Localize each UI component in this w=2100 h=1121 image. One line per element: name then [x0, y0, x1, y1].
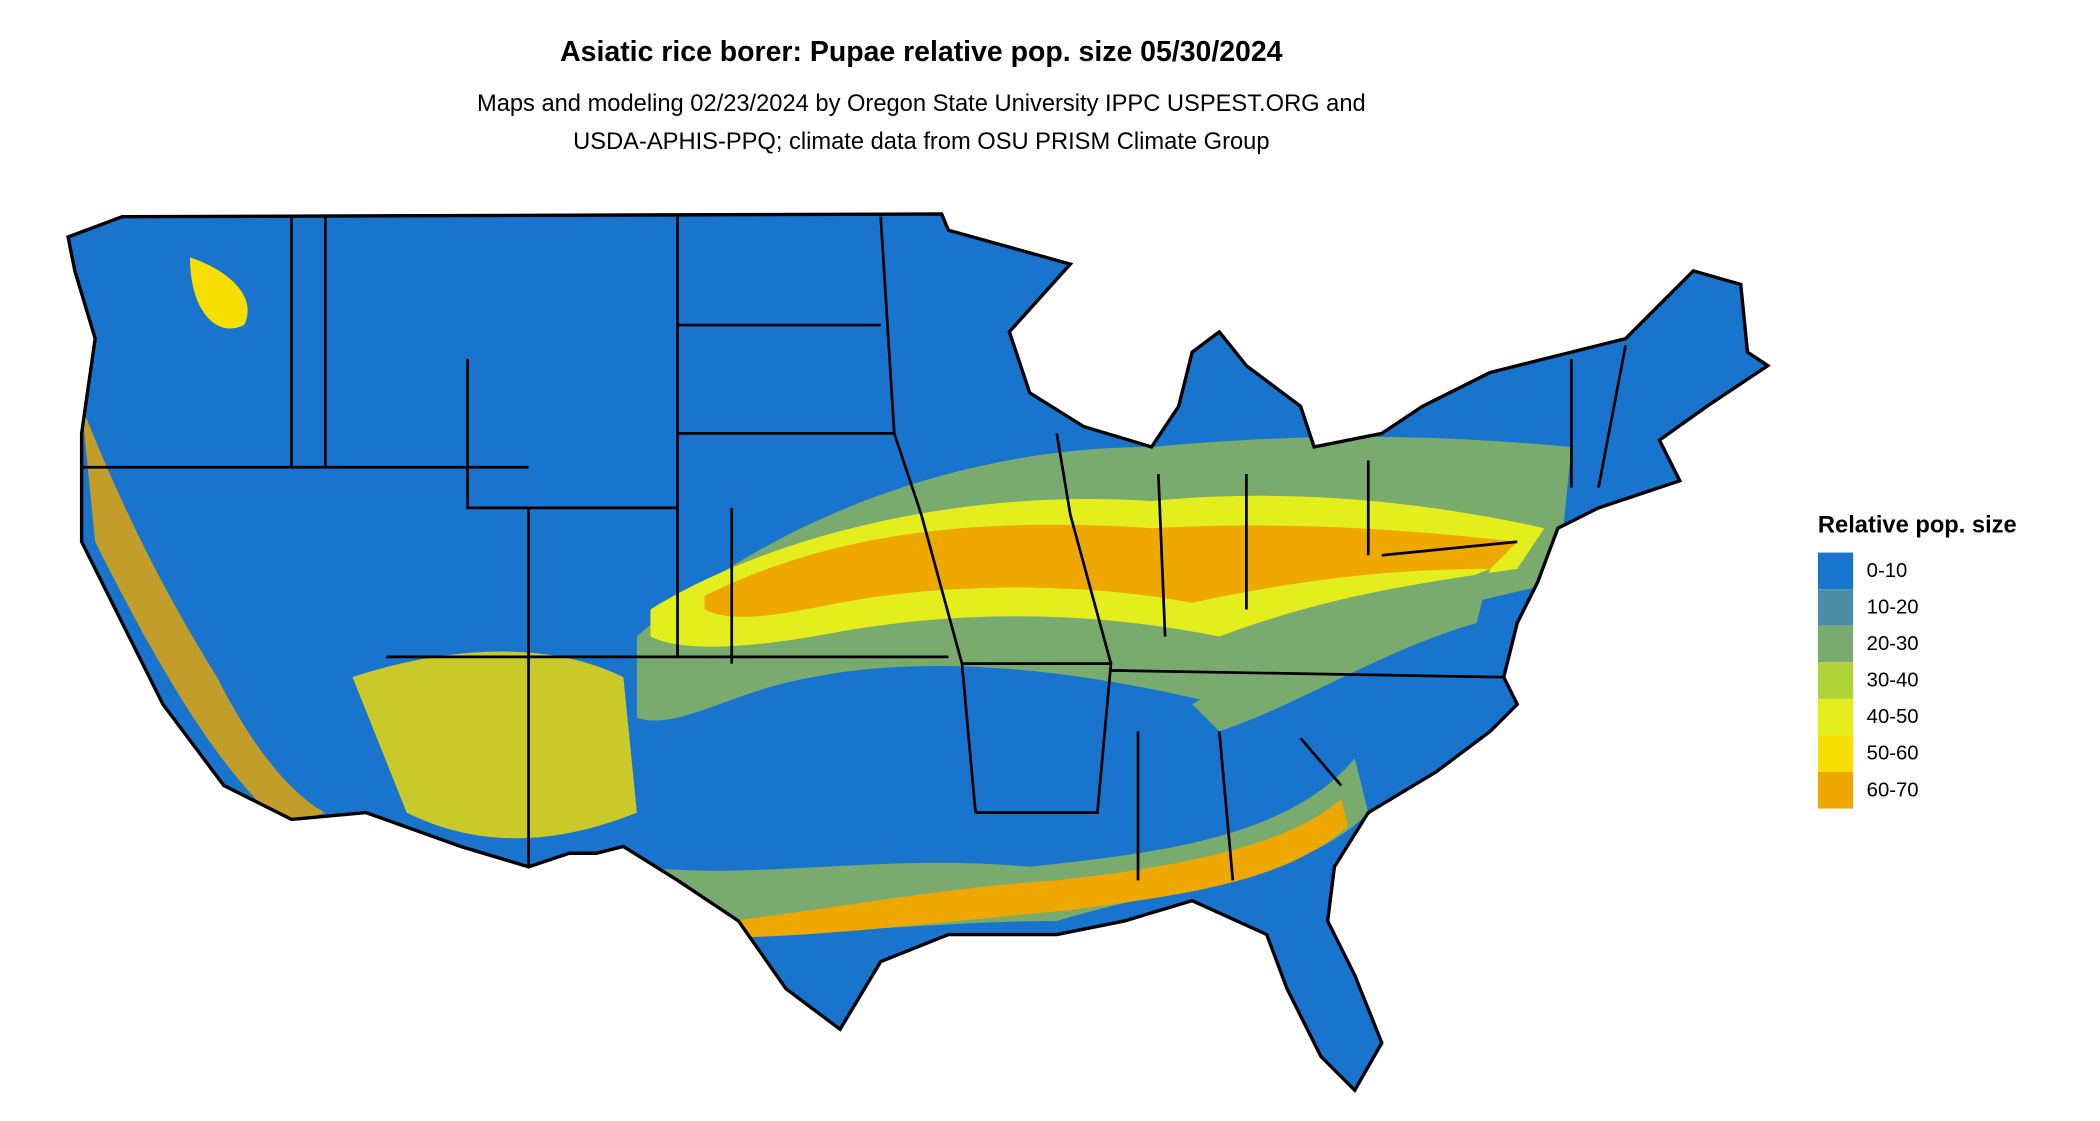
subtitle: Maps and modeling 02/23/2024 by Oregon S…	[477, 91, 1366, 117]
legend-swatch	[1818, 553, 1853, 590]
legend-swatch	[1818, 589, 1853, 626]
legend-swatch	[1818, 662, 1853, 699]
legend-swatch	[1818, 626, 1853, 663]
legend-swatch	[1818, 699, 1853, 736]
map-figure: Asiatic rice borer: Pupae relative pop. …	[0, 0, 2100, 1116]
legend-title: Relative pop. size	[1818, 512, 2017, 538]
legend: 0-10 10-20 20-30 30-40 40-50 50-60 60-70	[1818, 553, 1919, 809]
legend-label: 10-20	[1867, 596, 1919, 618]
subtitle: USDA-APHIS-PPQ; climate data from OSU PR…	[573, 129, 1269, 155]
title: Asiatic rice borer: Pupae relative pop. …	[560, 36, 1283, 68]
legend-label: 40-50	[1867, 706, 1919, 728]
legend-swatch	[1818, 772, 1853, 809]
legend-label: 30-40	[1867, 670, 1919, 692]
legend-swatch	[1818, 735, 1853, 772]
legend-label: 50-60	[1867, 743, 1919, 765]
page: {"title": "Asiatic rice borer: Pupae rel…	[0, 0, 2100, 1116]
map-area	[0, 190, 1896, 1116]
legend-label: 20-30	[1867, 633, 1919, 655]
legend-label: 0-10	[1867, 560, 1908, 582]
legend-label: 60-70	[1867, 779, 1919, 801]
